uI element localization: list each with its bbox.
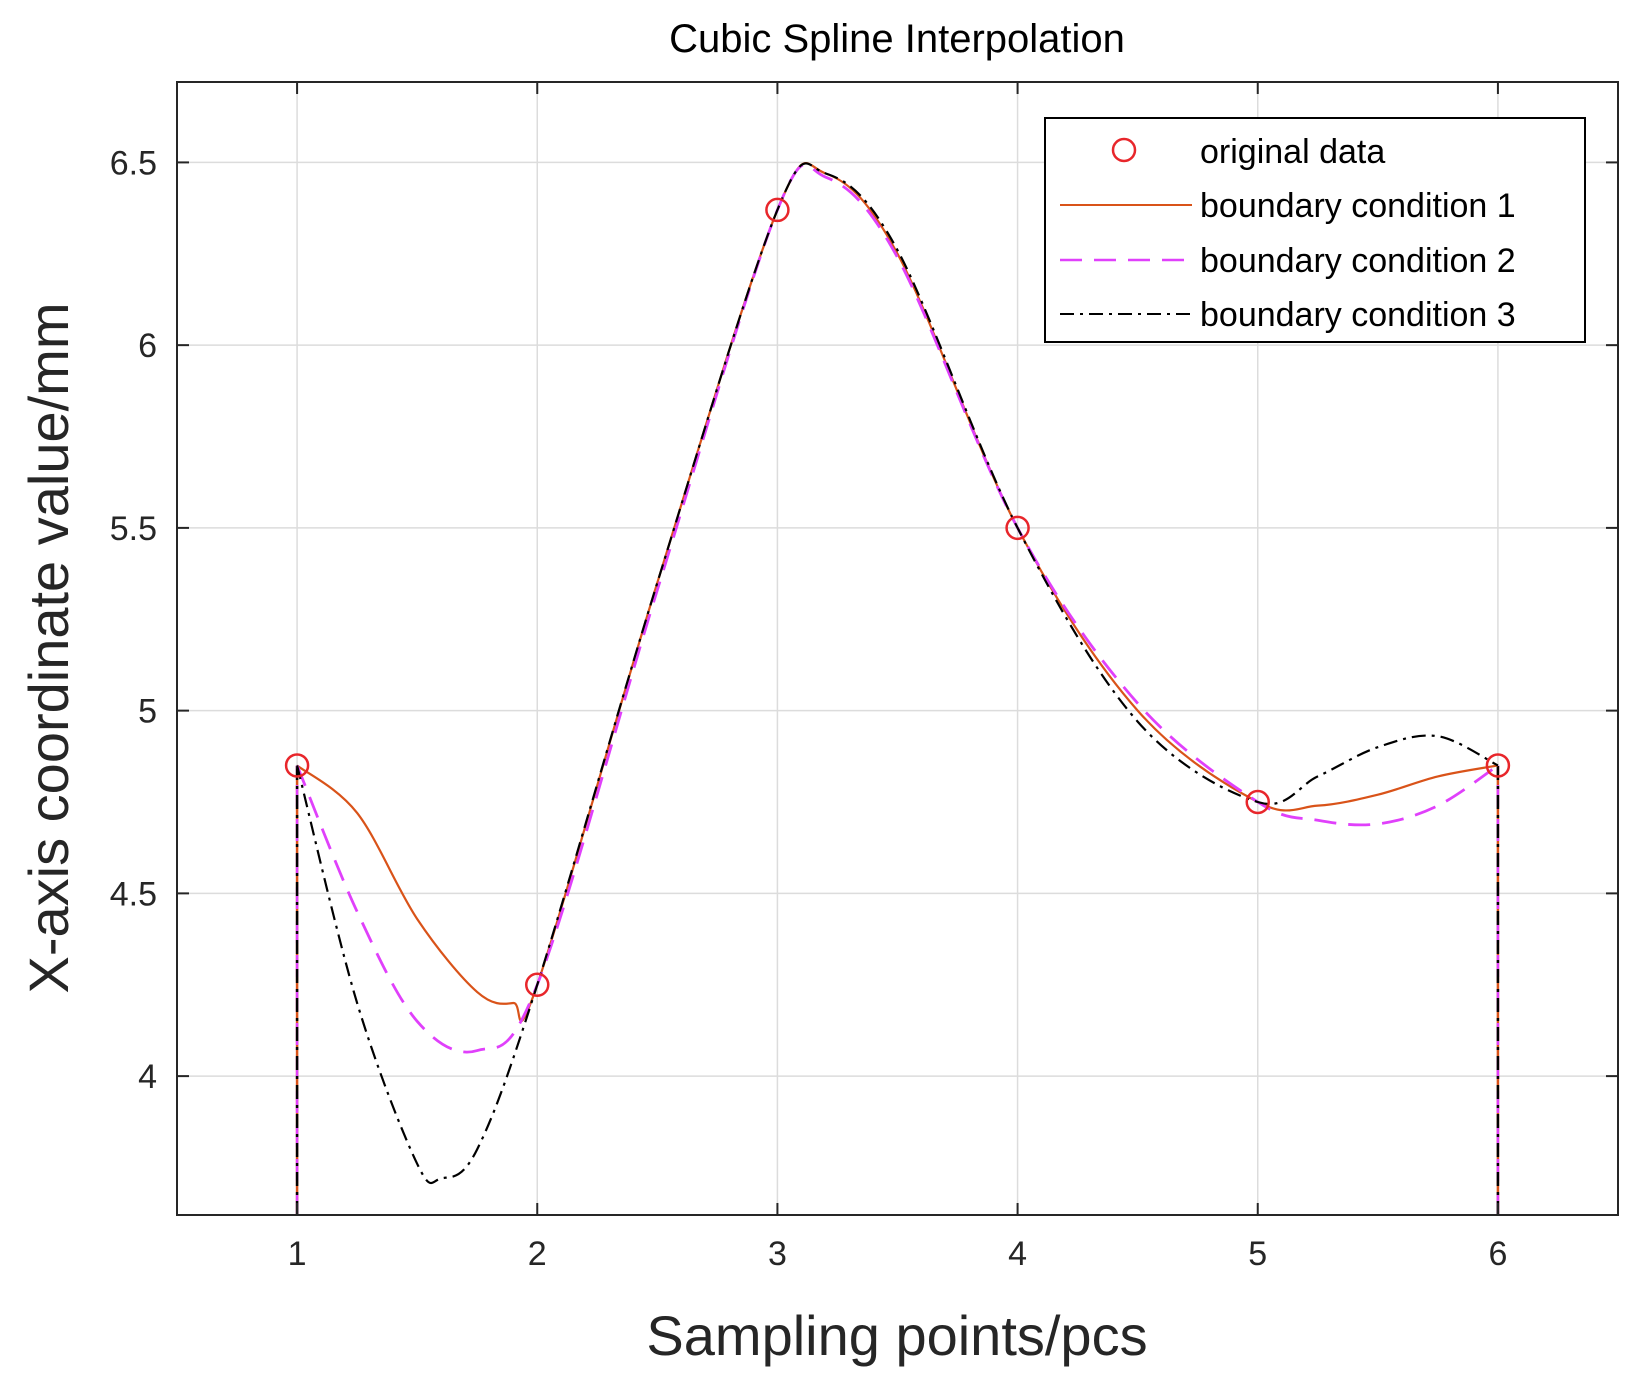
x-tick-label: 3 xyxy=(768,1235,787,1273)
y-tick-label: 6 xyxy=(138,327,157,365)
original-data-point xyxy=(1005,515,1030,541)
chart-title: Cubic Spline Interpolation xyxy=(669,17,1125,61)
legend-label-boundary-condition-3: boundary condition 3 xyxy=(1200,296,1516,334)
x-tick-label: 1 xyxy=(288,1235,307,1273)
original-data-point xyxy=(1485,753,1511,778)
legend-label-original-data: original data xyxy=(1200,133,1385,171)
series-line-boundary-condition-3 xyxy=(296,162,1499,1185)
y-tick-label: 6.5 xyxy=(110,144,157,182)
data-layer xyxy=(284,162,1511,1215)
legend-label-boundary-condition-1: boundary condition 1 xyxy=(1200,187,1516,225)
x-tick-label: 6 xyxy=(1488,1235,1507,1273)
x-axis-label: Sampling points/pcs xyxy=(646,1304,1147,1367)
legend-label-boundary-condition-2: boundary condition 2 xyxy=(1200,242,1516,280)
legend: original data boundary condition 1 bound… xyxy=(1044,117,1586,343)
x-tick-label: 2 xyxy=(528,1235,547,1273)
x-tick-label: 5 xyxy=(1248,1235,1267,1273)
original-data-point xyxy=(525,972,550,997)
y-tick-label: 5.5 xyxy=(110,510,157,548)
y-axis-label: X-axis coordinate value/mm xyxy=(17,303,80,994)
series-line-boundary-condition-2 xyxy=(295,163,1499,1054)
y-tick-label: 5 xyxy=(138,693,157,731)
original-data-point xyxy=(1245,789,1270,815)
legend-marker-original-data xyxy=(1111,137,1137,163)
original-data-point xyxy=(765,197,790,223)
ticks: 1 2 3 4 5 6 4 4.5 5 5.5 6 6.5 xyxy=(110,82,1618,1273)
y-tick-label: 4.5 xyxy=(110,875,157,913)
original-data-point xyxy=(284,753,310,778)
y-tick-label: 4 xyxy=(138,1058,157,1096)
axes-box xyxy=(176,81,1619,1216)
x-tick-label: 4 xyxy=(1008,1235,1027,1273)
